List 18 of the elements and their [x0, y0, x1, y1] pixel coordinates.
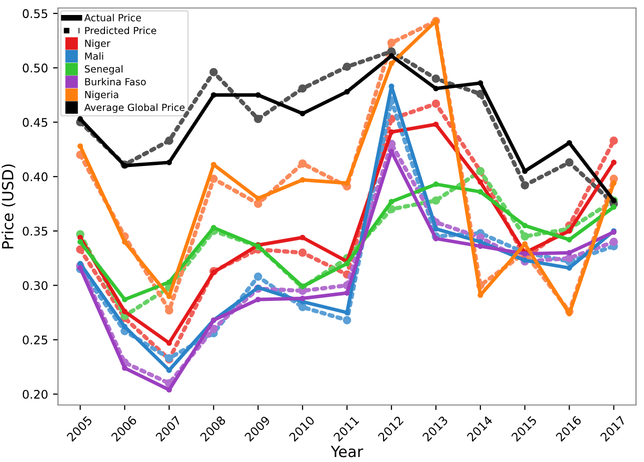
annotation: Predicted Price	[85, 26, 156, 34]
legend-label: Nigeria	[85, 90, 118, 100]
y-tick-label: 0.25	[22, 335, 48, 344]
y-tick-label: 0.30	[22, 281, 48, 290]
legend-label: Mali	[85, 52, 104, 60]
x-axis-title: Year	[330, 446, 364, 458]
annotation: Actual Price	[84, 14, 141, 22]
y-axis-title: Price (USD)	[2, 164, 16, 248]
y-tick-label: 0.20	[22, 390, 48, 399]
y-tick-label: 0.55	[22, 9, 48, 18]
y-tick-label: 0.45	[22, 118, 48, 127]
legend-label: Average Global Price	[84, 104, 185, 113]
y-tick-label: 0.35	[22, 226, 48, 236]
legend-label: Burkina Faso	[85, 78, 146, 86]
legend-label: Niger	[85, 39, 110, 49]
legend-label: Senegal	[84, 65, 122, 74]
y-tick-label: 0.50	[22, 64, 48, 72]
y-tick-label: 0.40	[22, 172, 48, 182]
